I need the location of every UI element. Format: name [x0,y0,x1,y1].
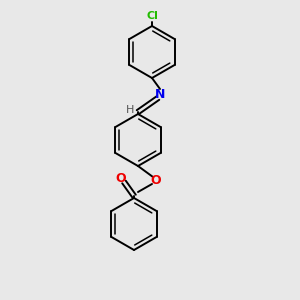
Text: O: O [116,172,126,185]
Text: N: N [155,88,165,100]
Text: H: H [126,105,134,115]
Text: O: O [151,173,161,187]
Text: Cl: Cl [146,11,158,21]
